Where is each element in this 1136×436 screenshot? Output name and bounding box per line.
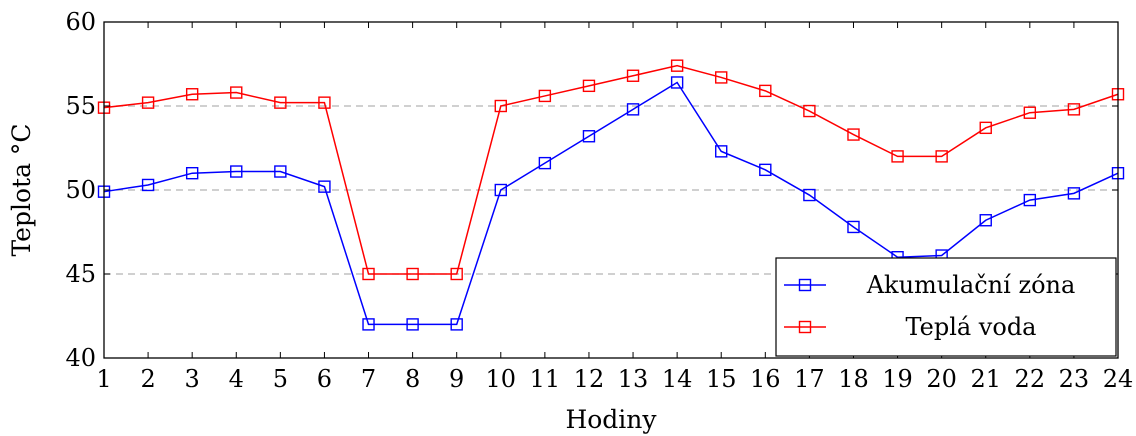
- series-line: [103, 81, 1119, 326]
- data-point: [450, 318, 463, 331]
- data-point: [1023, 106, 1037, 119]
- data-point: [759, 163, 772, 177]
- data-point: [318, 180, 331, 193]
- x-tick-label: 6: [317, 365, 332, 393]
- x-tick-label: 4: [229, 365, 244, 393]
- x-tick-labels: 1 2 3 4 5 6 7 8 9 10 11 12 13 14 15 16 17 18 19 20 21 22 23 24: [96, 365, 1133, 393]
- grid-lines: [104, 105, 1118, 275]
- data-point: [450, 267, 463, 281]
- legend-label: Akumulační zóna: [866, 271, 1076, 299]
- x-tick-label: 8: [405, 365, 420, 393]
- data-point: [274, 165, 287, 178]
- x-tick-label: 14: [662, 365, 693, 393]
- x-tick-label: 20: [926, 365, 957, 393]
- data-point: [1067, 103, 1081, 116]
- y-axis-title: Teplota °C: [7, 123, 36, 256]
- x-tick-label: 17: [794, 365, 825, 393]
- data-point: [141, 96, 155, 109]
- data-point: [847, 128, 860, 141]
- y-tick-label: 60: [65, 8, 96, 36]
- data-point: [1067, 187, 1081, 200]
- data-point: [803, 188, 816, 202]
- data-point: [935, 150, 948, 163]
- legend-box: [775, 257, 1117, 357]
- data-point: [803, 104, 816, 118]
- x-tick-label: 13: [618, 365, 649, 393]
- series-2: [97, 59, 1125, 281]
- data-point: [715, 71, 728, 84]
- series-layer: [97, 59, 1125, 331]
- data-point: [670, 59, 684, 72]
- x-tick-label: 5: [273, 365, 288, 393]
- data-point: [1023, 193, 1037, 207]
- data-point: [759, 84, 772, 98]
- x-tick-label: 19: [882, 365, 913, 393]
- x-tick-label: 15: [706, 365, 737, 393]
- x-tick-label: 2: [140, 365, 155, 393]
- data-point: [582, 130, 596, 143]
- y-tick-label: 45: [65, 260, 96, 288]
- x-tick-label: 22: [1015, 365, 1046, 393]
- data-point: [494, 99, 507, 113]
- series-line: [103, 64, 1119, 275]
- x-tick-label: 1: [96, 365, 111, 393]
- legend: Akumulační zóna Teplá voda: [775, 257, 1117, 357]
- x-tick-label: 3: [185, 365, 200, 393]
- y-tick-label: 55: [65, 92, 96, 120]
- data-point: [141, 178, 155, 192]
- x-tick-label: 12: [574, 365, 605, 393]
- x-tick-label: 7: [361, 365, 376, 393]
- data-point: [274, 96, 287, 109]
- x-tick-label: 23: [1059, 365, 1090, 393]
- data-point: [406, 267, 419, 281]
- x-tick-label: 9: [449, 365, 464, 393]
- x-tick-label: 10: [486, 365, 517, 393]
- data-point: [362, 318, 375, 331]
- y-tick-label: 40: [65, 344, 96, 372]
- data-point: [406, 318, 419, 331]
- x-tick-label: 24: [1103, 365, 1134, 393]
- legend-swatch-marker: [798, 320, 812, 334]
- data-point: [582, 79, 596, 93]
- data-point: [891, 150, 904, 163]
- data-point: [318, 96, 331, 109]
- data-point: [185, 166, 199, 180]
- data-point: [538, 156, 552, 170]
- data-point: [230, 86, 243, 99]
- legend-swatch-marker: [798, 278, 812, 292]
- data-point: [494, 183, 507, 197]
- data-point: [847, 220, 860, 234]
- data-point: [185, 88, 199, 101]
- x-tick-label: 16: [750, 365, 781, 393]
- data-point: [715, 145, 728, 158]
- data-point: [626, 69, 640, 82]
- x-tick-label: 21: [970, 365, 1001, 393]
- y-tick-label: 50: [65, 176, 96, 204]
- data-point: [979, 121, 992, 135]
- data-point: [362, 267, 375, 281]
- data-point: [538, 89, 552, 103]
- data-point: [979, 214, 992, 227]
- y-tick-labels: 40 45 50 55 60: [65, 8, 96, 372]
- data-point: [230, 165, 243, 178]
- legend-label: Teplá voda: [905, 313, 1036, 341]
- x-tick-label: 11: [530, 365, 561, 393]
- data-point: [626, 103, 640, 116]
- x-tick-label: 18: [838, 365, 869, 393]
- x-axis-title: Hodiny: [565, 405, 657, 434]
- data-point: [670, 76, 684, 89]
